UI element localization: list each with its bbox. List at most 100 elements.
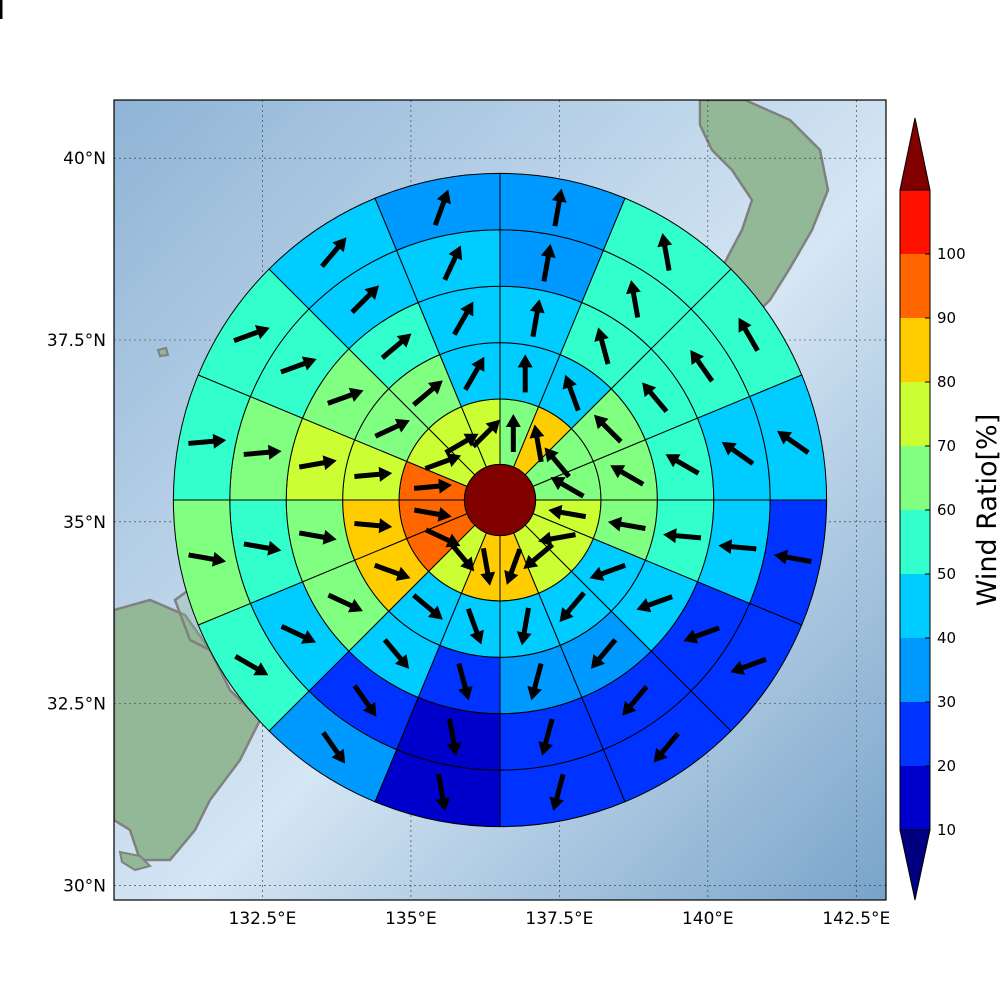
arrow-r0-s8 bbox=[480, 547, 496, 586]
arrow-r0-s9 bbox=[447, 540, 475, 572]
arrow-r3-s12 bbox=[243, 444, 282, 460]
arrow-r0-s10 bbox=[424, 527, 461, 548]
arrow-r3-s4 bbox=[718, 539, 757, 555]
y-tick-label-0: 30°N bbox=[63, 876, 106, 896]
arrow-r3-s8 bbox=[446, 718, 462, 757]
arrow-r1-s4 bbox=[607, 516, 646, 532]
arrow-r1-s7 bbox=[516, 607, 532, 646]
colorbar-over-arrow bbox=[899, 117, 931, 191]
arrow-r2-s12 bbox=[298, 455, 337, 471]
arrow-r0-s11 bbox=[413, 506, 452, 522]
arrow-r0-s15 bbox=[471, 419, 501, 449]
arrow-r4-s15 bbox=[432, 189, 451, 227]
arrow-r0-s6 bbox=[523, 542, 555, 569]
arrow-r4-s9 bbox=[321, 731, 346, 764]
arrow-r4-s3 bbox=[777, 430, 810, 455]
arrow-r1-s15 bbox=[463, 356, 485, 392]
arrow-r1-s8 bbox=[465, 607, 484, 645]
colorbar-segment-5 bbox=[900, 446, 930, 510]
arrow-r2-s15 bbox=[452, 301, 474, 336]
colorbar-segment-7 bbox=[900, 318, 930, 382]
arrow-r0-s3 bbox=[550, 477, 585, 499]
arrow-r3-s15 bbox=[442, 245, 463, 281]
arrow-r4-s2 bbox=[738, 317, 760, 352]
arrow-r4-s1 bbox=[657, 233, 673, 272]
arrow-r2-s2 bbox=[642, 382, 669, 414]
arrow-r2-s10 bbox=[327, 592, 363, 613]
colorbar-label: Wind Ratio[%] bbox=[972, 414, 1000, 606]
colorbar-tick-7: 80 bbox=[937, 373, 956, 391]
arrow-r2-s9 bbox=[382, 638, 410, 669]
arrow-r3-s5 bbox=[683, 625, 720, 644]
arrow-r2-s6 bbox=[590, 638, 618, 669]
arrow-r3-s1 bbox=[626, 280, 641, 318]
arrow-r0-s2 bbox=[544, 447, 571, 479]
y-tick-label-4: 40°N bbox=[63, 149, 106, 169]
colorbar-segment-1 bbox=[900, 702, 930, 766]
arrow-r1-s12 bbox=[354, 466, 393, 482]
arrow-r2-s3 bbox=[665, 454, 700, 476]
land-island-oki bbox=[156, 346, 170, 358]
colorbar-tick-6: 70 bbox=[937, 437, 956, 455]
arrow-r1-s3 bbox=[610, 465, 645, 487]
arrow-r3-s10 bbox=[280, 624, 317, 644]
land-island-small bbox=[118, 850, 152, 872]
arrow-r1-s13 bbox=[374, 418, 410, 439]
arrow-r4-s13 bbox=[233, 325, 270, 344]
land-kyushu bbox=[114, 598, 262, 862]
arrow-r3-s0 bbox=[540, 243, 556, 282]
y-axis-ticks: 30°N 32.5°N 35°N 37.5°N 40°N bbox=[47, 149, 106, 896]
arrow-r1-s5 bbox=[589, 562, 627, 581]
arrow-r4-s8 bbox=[435, 773, 451, 812]
map-frame bbox=[113, 99, 887, 901]
arrow-r4-s11 bbox=[188, 551, 227, 567]
colorbar-tick-4: 50 bbox=[937, 565, 956, 583]
y-tick-label-1: 32.5°N bbox=[47, 695, 106, 715]
arrow-r1-s9 bbox=[412, 593, 443, 620]
arrow-r4-s14 bbox=[320, 237, 347, 269]
arrow-r4-s10 bbox=[234, 654, 269, 676]
colorbar-under-arrow bbox=[899, 829, 931, 901]
x-tick-label-1: 135°E bbox=[385, 909, 437, 929]
arrow-r3-s14 bbox=[350, 285, 379, 314]
arrow-r3-s7 bbox=[538, 718, 555, 756]
y-tick-label-3: 37.5°N bbox=[47, 331, 106, 351]
x-tick-label-0: 132.5°E bbox=[229, 909, 297, 929]
colorbar-tick-9: 100 bbox=[937, 245, 966, 263]
arrow-r4-s5 bbox=[730, 656, 767, 675]
arrow-r3-s13 bbox=[280, 356, 317, 375]
arrow-r0-s14 bbox=[444, 433, 479, 455]
arrow-r5-s15 bbox=[0, 0, 3, 19]
x-tick-label-2: 137.5°E bbox=[525, 909, 593, 929]
arrow-r0-s12 bbox=[413, 478, 452, 494]
arrow-r3-s9 bbox=[352, 684, 377, 717]
arrow-r2-s8 bbox=[456, 663, 473, 701]
arrow-r0-s4 bbox=[548, 504, 587, 520]
arrow-r3-s11 bbox=[243, 540, 282, 556]
arrow-r2-s0 bbox=[529, 299, 545, 338]
colorbar: 10 20 30 40 50 60 70 80 90 100 Wind Ratio[%] bbox=[899, 117, 1000, 901]
colorbar-tick-1: 20 bbox=[937, 757, 956, 775]
arrow-r3-s2 bbox=[690, 349, 715, 383]
arrow-r4-s4 bbox=[773, 549, 812, 565]
colorbar-segment-3 bbox=[900, 574, 930, 638]
arrow-r1-s10 bbox=[373, 562, 411, 581]
arrow-r1-s14 bbox=[412, 380, 443, 407]
arrow-r1-s6 bbox=[559, 591, 586, 622]
colorbar-tick-0: 10 bbox=[937, 821, 956, 839]
arrow-r0-s13 bbox=[424, 452, 462, 471]
x-tick-label-4: 142.5°E bbox=[822, 909, 890, 929]
ring-cells bbox=[173, 173, 828, 828]
arrow-r2-s13 bbox=[326, 387, 364, 406]
arrow-r4-s7 bbox=[549, 773, 566, 812]
colorbar-tick-5: 60 bbox=[937, 501, 956, 519]
arrow-r2-s4 bbox=[663, 528, 702, 544]
colorbar-segment-2 bbox=[900, 638, 930, 702]
arrow-r4-s0 bbox=[551, 188, 567, 227]
colorbar-tick-3: 40 bbox=[937, 629, 956, 647]
x-tick-label-3: 140°E bbox=[682, 909, 734, 929]
colorbar-tick-8: 90 bbox=[937, 309, 956, 327]
arrow-r1-s2 bbox=[593, 414, 623, 444]
colorbar-segment-0 bbox=[900, 766, 930, 830]
